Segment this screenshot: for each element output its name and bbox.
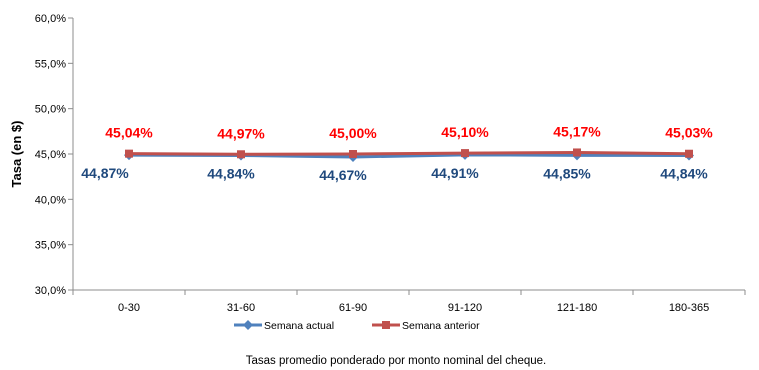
y-tick-label: 60,0% <box>35 13 66 25</box>
y-tick-label: 30,0% <box>35 285 66 297</box>
x-tick-label: 31-60 <box>227 302 255 314</box>
legend-label: Semana actual <box>264 320 334 332</box>
data-point-marker <box>685 149 693 158</box>
x-axis: 0-30 31-60 61-90 91-120 121-180 180-365 <box>72 289 746 314</box>
data-label: 45,04% <box>105 125 153 141</box>
data-point-marker <box>125 149 133 158</box>
legend-label: Semana anterior <box>402 320 480 332</box>
y-tick-label: 40,0% <box>35 194 66 206</box>
data-label: 44,67% <box>319 167 367 183</box>
data-point-marker <box>349 150 357 158</box>
x-tick-label: 61-90 <box>339 302 367 314</box>
x-tick-label: 0-30 <box>118 302 140 314</box>
data-label: 45,17% <box>553 123 601 139</box>
data-point-marker <box>237 150 245 159</box>
legend-marker <box>382 321 390 329</box>
x-tick-label: 180-365 <box>669 302 709 314</box>
y-tick-label: 50,0% <box>35 104 66 116</box>
y-axis-label: Tasa (en $) <box>9 121 24 188</box>
series-line <box>128 150 690 156</box>
data-label: 45,00% <box>329 125 377 141</box>
legend-marker <box>243 320 253 330</box>
data-point-marker <box>461 149 469 158</box>
chart-footnote: Tasas promedio ponderado por monto nomin… <box>246 355 546 367</box>
data-label: 44,84% <box>660 165 708 181</box>
data-label: 44,97% <box>217 125 265 141</box>
y-axis: 30,0% 35,0% 40,0% 45,0% 50,0% 55,0% 60,0% <box>35 13 74 297</box>
series-layer <box>124 148 694 162</box>
data-point-marker <box>573 148 581 157</box>
data-label: 44,87% <box>81 165 129 181</box>
data-label: 44,84% <box>207 165 255 181</box>
data-label: 44,85% <box>543 165 591 181</box>
legend: Semana actual Semana anterior <box>234 320 480 332</box>
x-tick-label: 121-180 <box>557 302 597 314</box>
data-label: 45,10% <box>441 124 489 140</box>
data-label: 44,91% <box>431 165 479 181</box>
y-tick-label: 45,0% <box>35 149 66 161</box>
y-tick-label: 35,0% <box>35 240 66 252</box>
x-tick-label: 91-120 <box>448 302 482 314</box>
data-label: 45,03% <box>665 125 713 141</box>
data-labels-layer: 44,87% 44,84% 44,67% 44,91% 44,85% 44,84% 45,0… <box>81 123 713 183</box>
y-tick-label: 55,0% <box>35 58 66 70</box>
